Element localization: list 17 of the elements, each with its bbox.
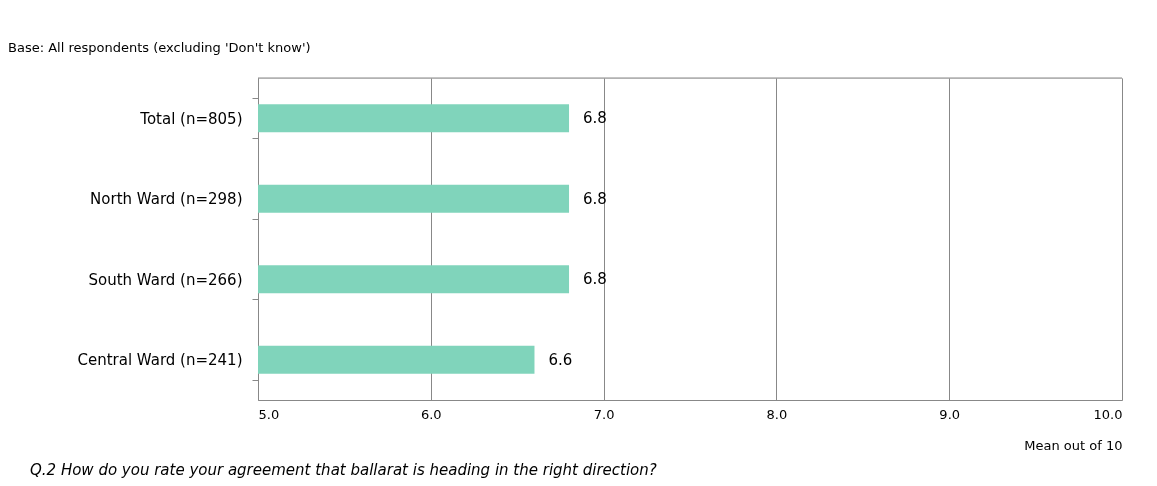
- x-tick-label: 10.0: [1093, 406, 1123, 422]
- text: Base: All respondents (excluding 'Don't know'): [8, 40, 311, 55]
- data-label: 6.8: [583, 109, 607, 128]
- data-label: 6.8: [583, 270, 607, 289]
- data-label: 6.8: [583, 189, 607, 208]
- text: Q.2 How do you rate your agreement that ballarat is heading in the right direction?: [30, 461, 657, 479]
- x-tick-label: 9.0: [939, 406, 961, 422]
- y-tick-label: Total (n=805): [139, 109, 243, 128]
- x-axis-title: Mean out of 10: [1024, 437, 1123, 453]
- data-label: 6.6: [548, 350, 573, 369]
- x-tick-label: 5.0: [258, 406, 280, 422]
- x-tick-label: 8.0: [766, 406, 788, 422]
- y-tick-label: South Ward (n=266): [88, 270, 243, 289]
- y-tick-label: Central Ward (n=241): [77, 351, 243, 370]
- x-tick-label: 6.0: [420, 406, 442, 422]
- x-tick-label: 7.0: [593, 406, 615, 422]
- y-tick-label: North Ward (n=298): [90, 190, 243, 209]
